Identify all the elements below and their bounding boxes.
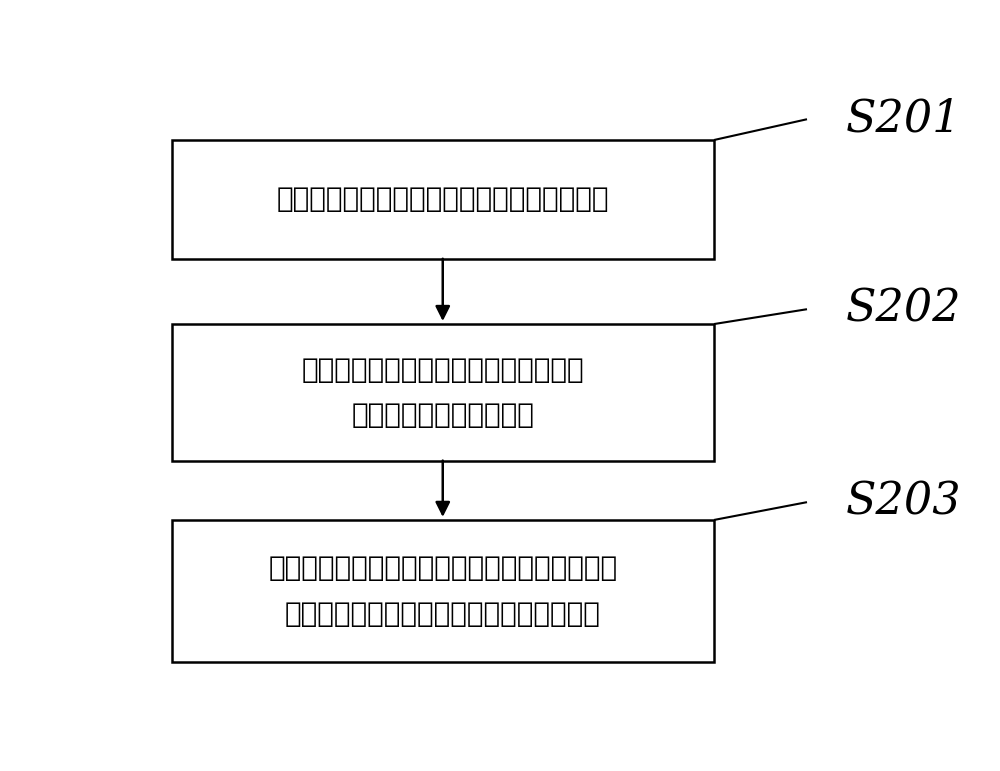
Text: 采用支路潮流法确定整个配电网拓扑中
任一支路的支路潮流模型: 采用支路潮流法确定整个配电网拓扑中 任一支路的支路潮流模型 <box>301 355 584 429</box>
Text: 根据所述总功率损耗模型及所述支路潮流模型，
确定所述多端口电能路由器的功率约束关系: 根据所述总功率损耗模型及所述支路潮流模型， 确定所述多端口电能路由器的功率约束关… <box>268 554 617 628</box>
Bar <box>172 140 714 259</box>
Text: S202: S202 <box>846 288 961 331</box>
Text: S203: S203 <box>846 480 961 524</box>
Text: 构建所述多端口电能路由器的总功率损耗模型: 构建所述多端口电能路由器的总功率损耗模型 <box>276 185 609 214</box>
Text: S201: S201 <box>846 98 961 141</box>
Bar <box>172 324 714 460</box>
Bar <box>172 520 714 662</box>
